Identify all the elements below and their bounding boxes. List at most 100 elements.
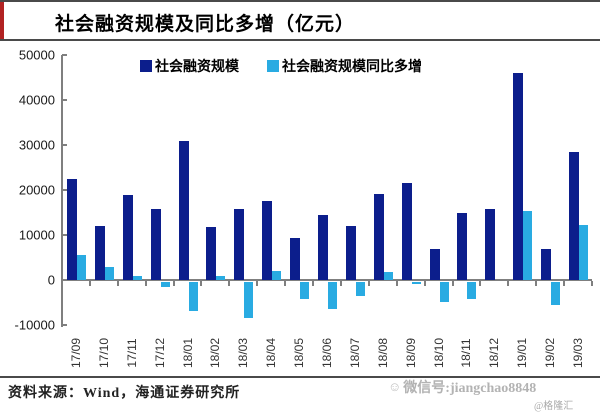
x-axis-label: 19/01 [515,337,530,369]
y-axis-label: 40000 [18,92,55,108]
bar-社会融资规模-18/05 [290,237,301,280]
y-axis-label: 50000 [18,47,55,63]
legend-item-1: 社会融资规模同比多增 [267,56,422,76]
x-axis-tick [228,281,231,286]
bar-社会融资规模-19/03 [569,151,580,280]
x-axis-label: 18/05 [292,337,307,369]
x-axis-label: 17/09 [68,337,83,369]
legend-item-0: 社会融资规模 [140,56,239,76]
bar-社会融资规模同比多增-19/03 [579,224,589,280]
bar-社会融资规模-19/01 [513,73,524,280]
bar-社会融资规模-18/02 [206,227,217,280]
y-axis-label: 20000 [18,182,55,198]
x-axis-label: 18/12 [487,337,502,369]
x-axis-tick [367,281,370,286]
bar-社会融资规模同比多增-18/09 [411,282,421,285]
bar-社会融资规模-17/12 [150,209,161,280]
y-axis-line [61,55,63,327]
bar-社会融资规模-18/11 [457,212,468,280]
x-axis-tick [507,281,510,286]
y-axis-tick [62,189,67,191]
x-axis-tick [563,281,566,286]
bar-社会融资规模-18/01 [178,140,189,280]
x-axis-label: 18/01 [180,337,195,369]
y-axis-label: 10000 [18,227,55,243]
footer-divider [0,376,600,378]
x-axis-tick [339,281,342,286]
x-axis-label: 18/04 [264,337,279,369]
x-axis-label: 18/02 [208,337,223,369]
x-axis-label: 19/02 [543,337,558,369]
x-axis-tick [284,281,287,286]
x-axis-tick [451,281,454,286]
bar-社会融资规模-18/04 [262,200,273,280]
x-axis-tick [423,281,426,286]
bar-社会融资规模同比多增-18/11 [467,282,477,299]
bar-社会融资规模同比多增-18/03 [244,282,254,318]
bar-社会融资规模-18/03 [234,209,245,280]
bar-社会融资规模-18/10 [429,248,440,280]
x-axis-tick [200,281,203,286]
bar-社会融资规模同比多增-19/02 [551,282,561,305]
bar-社会融资规模同比多增-18/06 [328,282,337,309]
x-axis-tick [256,281,259,286]
bar-社会融资规模同比多增-17/12 [160,282,170,287]
bar-社会融资规模同比多增-18/05 [300,282,310,299]
bar-社会融资规模-18/07 [345,226,356,280]
y-axis-tick [62,279,67,281]
title-accent-bar [0,2,4,39]
x-axis-label: 17/10 [96,337,111,369]
legend-label: 社会融资规模 [155,60,239,75]
bar-社会融资规模同比多增-18/07 [355,282,365,297]
bar-社会融资规模同比多增-18/04 [272,271,282,280]
bar-社会融资规模-18/08 [373,194,384,280]
bar-社会融资规模-18/06 [318,214,328,280]
bar-社会融资规模同比多增-19/01 [523,210,533,280]
brand-watermark: @格隆汇 [534,401,574,412]
y-axis-tick [62,54,67,56]
bar-社会融资规模-18/12 [485,209,496,280]
x-axis-tick [535,281,538,286]
y-axis-label: -10000 [14,317,55,333]
x-axis-tick [61,281,63,286]
y-axis-tick [62,99,67,101]
x-axis-tick [116,281,119,286]
x-axis-label: 17/11 [124,338,139,368]
x-axis-tick [479,281,482,286]
bar-社会融资规模同比多增-17/10 [104,266,114,280]
x-axis-label: 17/12 [152,337,167,369]
legend-label: 社会融资规模同比多增 [282,60,422,75]
wechat-watermark-text: 微信号:jiangchao8848 [403,381,537,396]
bar-社会融资规模-17/09 [66,178,77,280]
x-axis-tick [172,281,175,286]
bar-社会融资规模同比多增-18/02 [216,275,226,280]
chart-title: 社会融资规模及同比多增（亿元） [55,14,356,35]
chart-legend: 社会融资规模 社会融资规模同比多增 [140,56,422,76]
x-axis-zero-line [61,279,592,281]
wechat-watermark: ☺ 微信号:jiangchao8848 [388,377,536,397]
x-axis-tick [144,281,147,286]
bar-社会融资规模同比多增-17/11 [132,275,142,280]
x-axis-label: 18/07 [347,337,362,369]
bar-社会融资规模-19/02 [541,248,552,280]
x-axis-label: 19/03 [571,337,586,369]
x-axis-label: 18/06 [320,337,334,369]
y-axis-tick [62,144,67,146]
smiley-icon: ☺ [388,379,402,394]
x-axis-label: 18/11 [459,338,474,368]
y-axis-tick [62,234,67,236]
legend-swatch-icon [140,60,152,72]
x-axis-tick [312,281,315,286]
bar-社会融资规模-18/09 [401,183,412,280]
data-source-text: 资料来源：Wind，海通证券研究所 [8,386,241,401]
x-axis-label: 18/08 [375,337,390,369]
x-axis-tick [88,281,91,286]
y-axis-tick [62,324,67,326]
bar-社会融资规模同比多增-18/01 [188,282,198,312]
x-axis-label: 18/03 [236,337,251,369]
legend-swatch-icon [267,60,279,72]
y-axis-label: 0 [47,272,55,288]
bar-社会融资规模同比多增-18/08 [383,271,393,280]
x-axis-label: 18/10 [431,337,446,369]
